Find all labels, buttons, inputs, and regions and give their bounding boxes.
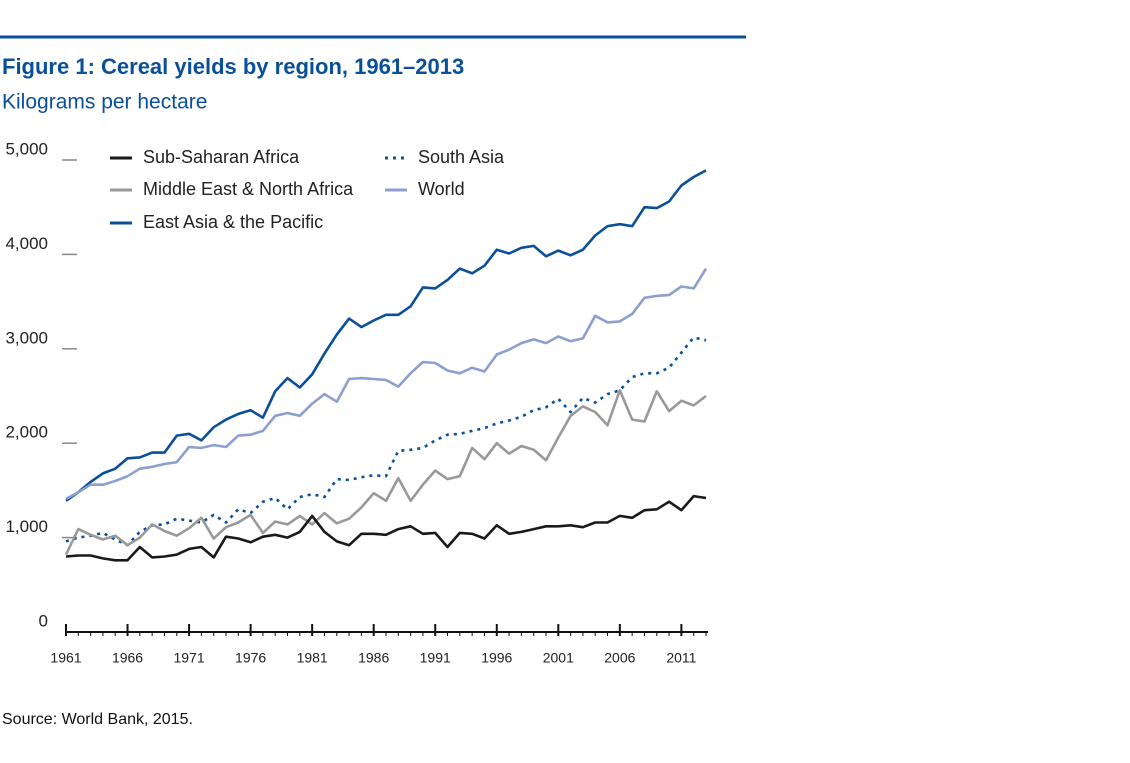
legend-label: World <box>418 179 465 199</box>
x-tick-label: 1966 <box>112 650 143 666</box>
x-tick-label: 1976 <box>235 650 266 666</box>
y-tick-label: 3,000 <box>5 328 48 347</box>
x-tick-label: 2011 <box>666 650 696 666</box>
series-line <box>65 169 707 502</box>
y-tick-label: 2,000 <box>5 423 48 442</box>
x-tick-label: 1981 <box>297 650 328 666</box>
legend-label: East Asia & the Pacific <box>143 212 323 232</box>
legend-label: South Asia <box>418 147 505 167</box>
y-tick-label: 1,000 <box>5 517 48 536</box>
chart-subtitle: Kilograms per hectare <box>2 91 207 114</box>
x-tick-label: 1986 <box>358 650 389 666</box>
chart-title: Figure 1: Cereal yields by region, 1961–… <box>2 54 464 79</box>
legend-label: Middle East & North Africa <box>143 179 354 199</box>
series-line <box>64 389 707 556</box>
y-tick-label: 4,000 <box>5 234 48 253</box>
legend-label: Sub-Saharan Africa <box>143 147 300 167</box>
x-tick-label: 1971 <box>173 650 204 666</box>
y-tick-label: 5,000 <box>5 139 48 158</box>
x-tick-label: 1991 <box>420 650 451 666</box>
x-tick-label: 2001 <box>543 650 574 666</box>
x-tick-label: 1996 <box>481 650 512 666</box>
x-tick-label: 1961 <box>50 650 81 666</box>
source: Source: World Bank, 2015. <box>2 711 193 728</box>
series-line <box>65 494 707 562</box>
series-line <box>65 267 708 501</box>
x-tick-label: 2006 <box>604 650 635 666</box>
y-tick-label: 0 <box>39 611 48 630</box>
series-line <box>65 336 707 547</box>
